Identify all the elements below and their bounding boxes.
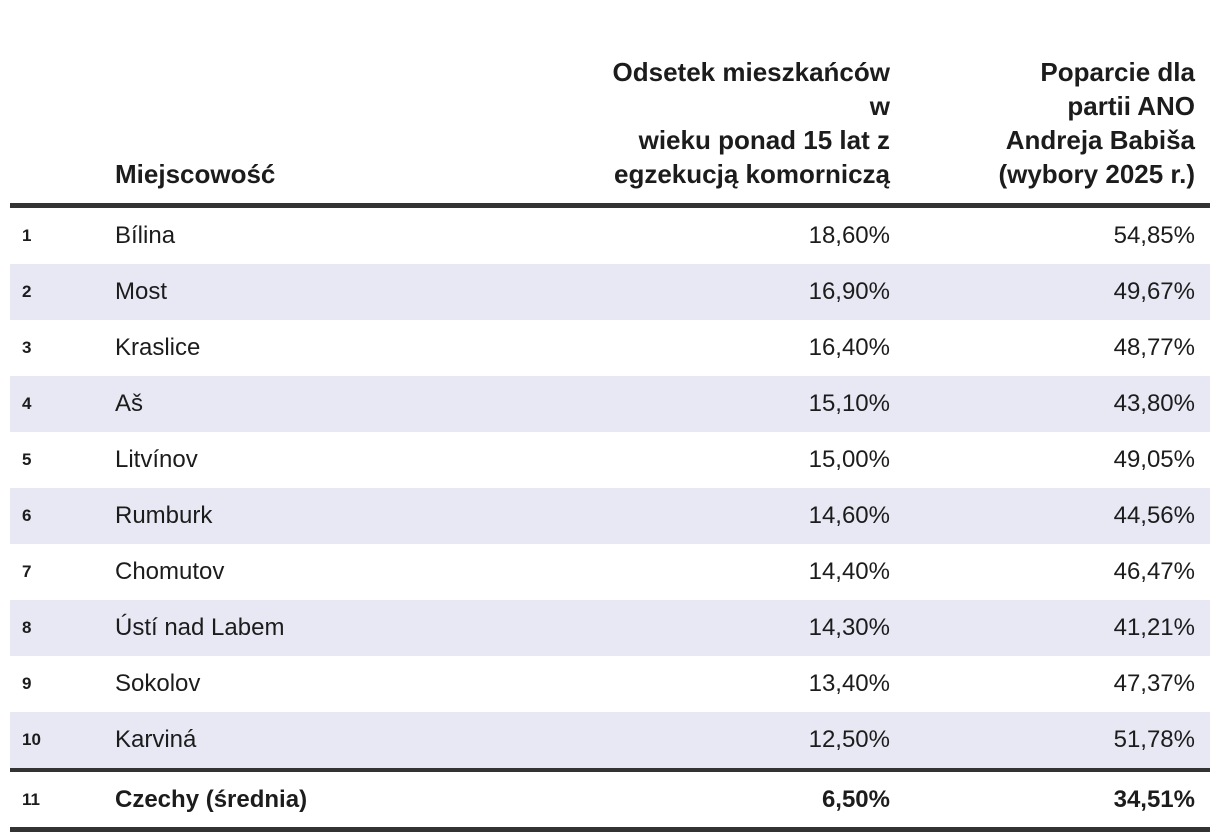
column-header-debt-line-2: wieku ponad 15 lat z — [638, 125, 890, 155]
table-row: 3 Kraslice 16,40% 48,77% — [10, 320, 1210, 376]
row-debt-value: 6,50% — [821, 785, 890, 813]
row-ano-value: 34,51% — [1113, 785, 1195, 813]
row-debt-value: 18,60% — [808, 222, 890, 249]
row-ano-value: 49,67% — [1113, 278, 1195, 305]
row-debt-value: 14,40% — [808, 558, 890, 585]
row-place: Ústí nad Labem — [115, 614, 285, 641]
table-row: 9 Sokolov 13,40% 47,37% — [10, 656, 1210, 712]
row-ano-value: 46,47% — [1113, 558, 1195, 585]
table-row: 2 Most 16,90% 49,67% — [10, 264, 1210, 320]
table-body: 1 Bílina 18,60% 54,85% 2 Most 16,90% 49,… — [10, 208, 1210, 832]
column-header-debt-line-3: egzekucją komorniczą — [614, 159, 890, 189]
row-rank: 5 — [22, 450, 32, 469]
table-row: 6 Rumburk 14,60% 44,56% — [10, 488, 1210, 544]
column-header-debt-share: Odsetek mieszkańców w wieku ponad 15 lat… — [590, 55, 890, 191]
row-place: Bílina — [115, 222, 176, 249]
table-row: 11 Czechy (średnia) 6,50% 34,51% — [10, 768, 1210, 832]
ranking-table: Miejscowość Odsetek mieszkańców w wieku … — [10, 0, 1210, 832]
row-rank: 2 — [22, 282, 32, 301]
row-place: Karviná — [115, 726, 197, 753]
column-header-ano-line-3: Andreja Babiša — [1005, 125, 1195, 155]
column-header-place: Miejscowość — [115, 159, 276, 189]
row-debt-value: 16,40% — [808, 334, 890, 361]
row-place: Kraslice — [115, 334, 201, 361]
row-ano-value: 54,85% — [1113, 222, 1195, 249]
column-header-debt-line-1: Odsetek mieszkańców w — [612, 57, 890, 121]
row-place: Rumburk — [115, 502, 213, 529]
table-row: 7 Chomutov 14,40% 46,47% — [10, 544, 1210, 600]
row-rank: 1 — [22, 226, 32, 245]
row-place: Sokolov — [115, 670, 201, 697]
column-header-ano-line-4: (wybory 2025 r.) — [998, 159, 1195, 189]
row-place: Litvínov — [115, 446, 198, 473]
row-debt-value: 16,90% — [808, 278, 890, 305]
row-place: Most — [115, 278, 168, 305]
table-row: 4 Aš 15,10% 43,80% — [10, 376, 1210, 432]
row-debt-value: 15,00% — [808, 446, 890, 473]
row-rank: 10 — [22, 730, 41, 749]
row-rank: 7 — [22, 562, 32, 581]
row-ano-value: 41,21% — [1113, 614, 1195, 641]
row-rank: 9 — [22, 674, 32, 693]
row-ano-value: 49,05% — [1113, 446, 1195, 473]
column-header-ano-support: Poparcie dla partii ANO Andreja Babiša (… — [890, 55, 1210, 191]
row-ano-value: 51,78% — [1113, 726, 1195, 753]
row-place: Czechy (średnia) — [115, 785, 308, 813]
row-ano-value: 43,80% — [1113, 390, 1195, 417]
row-debt-value: 13,40% — [808, 670, 890, 697]
column-header-ano-line-2: partii ANO — [1067, 91, 1195, 121]
column-header-ano-line-1: Poparcie dla — [1040, 57, 1195, 87]
row-debt-value: 15,10% — [808, 390, 890, 417]
row-debt-value: 14,60% — [808, 502, 890, 529]
row-debt-value: 12,50% — [808, 726, 890, 753]
row-place: Aš — [115, 390, 144, 417]
table-row: 5 Litvínov 15,00% 49,05% — [10, 432, 1210, 488]
row-place: Chomutov — [115, 558, 225, 585]
row-ano-value: 47,37% — [1113, 670, 1195, 697]
table-row: 1 Bílina 18,60% 54,85% — [10, 208, 1210, 264]
row-ano-value: 44,56% — [1113, 502, 1195, 529]
table-header-row: Miejscowość Odsetek mieszkańców w wieku … — [10, 0, 1210, 208]
row-rank: 11 — [22, 789, 40, 809]
row-ano-value: 48,77% — [1113, 334, 1195, 361]
table-row: 8 Ústí nad Labem 14,30% 41,21% — [10, 600, 1210, 656]
row-rank: 8 — [22, 618, 32, 637]
table-row: 10 Karviná 12,50% 51,78% — [10, 712, 1210, 768]
row-rank: 4 — [22, 394, 32, 413]
row-debt-value: 14,30% — [808, 614, 890, 641]
row-rank: 6 — [22, 506, 32, 525]
row-rank: 3 — [22, 338, 32, 357]
